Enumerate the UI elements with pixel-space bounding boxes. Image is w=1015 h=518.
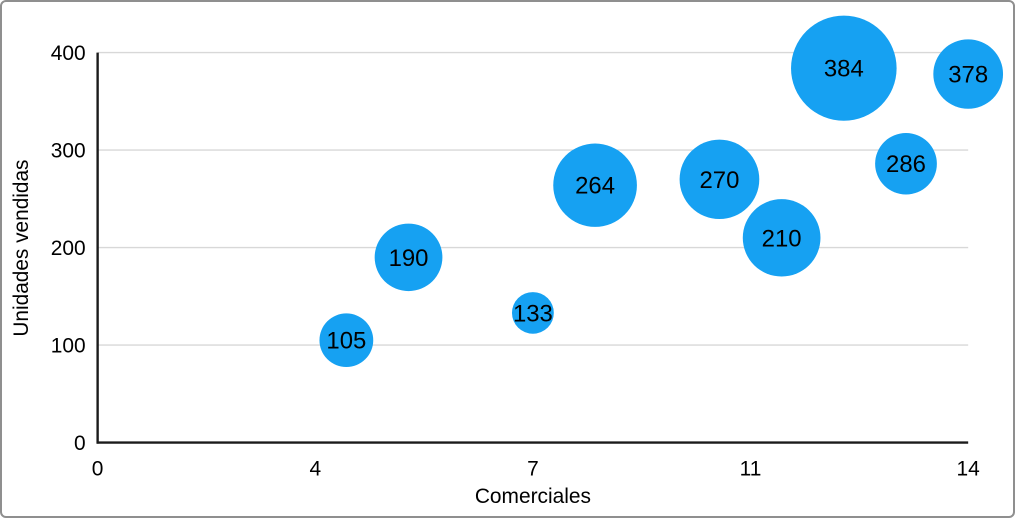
- y-axis-title: Unidades vendidas: [10, 160, 33, 337]
- x-tick-label-7: 7: [527, 457, 539, 480]
- bubble-286[interactable]: [875, 132, 937, 195]
- bubble-105[interactable]: [319, 313, 374, 367]
- bubble-value-label: 105: [326, 328, 366, 355]
- y-tick-label-400: 400: [51, 42, 86, 65]
- y-tick-label-0: 0: [74, 432, 86, 455]
- x-tick-label-4: 4: [309, 457, 321, 480]
- bubble-value-label: 210: [762, 225, 802, 252]
- x-tick-label-0: 0: [92, 457, 104, 480]
- bubble-value-label: 133: [513, 300, 553, 327]
- y-tick-label-200: 200: [51, 237, 86, 260]
- x-axis-title: Comerciales: [475, 485, 591, 508]
- bubble-378[interactable]: [933, 39, 1004, 109]
- bubble-190[interactable]: [374, 223, 443, 292]
- y-tick-label-100: 100: [51, 335, 86, 358]
- bubble-133[interactable]: [511, 292, 554, 334]
- bubble-value-label: 286: [886, 151, 926, 178]
- bubble-value-label: 384: [824, 56, 864, 83]
- bubble-value-label: 378: [948, 62, 988, 89]
- x-tick-label-11: 11: [740, 457, 762, 480]
- bubble-270[interactable]: [679, 139, 760, 220]
- bubble-384[interactable]: [791, 15, 897, 121]
- bubble-value-label: 270: [700, 167, 740, 194]
- bubble-210[interactable]: [742, 199, 821, 277]
- y-tick-label-300: 300: [51, 140, 86, 163]
- x-tick-label-14: 14: [957, 457, 980, 480]
- bubble-264[interactable]: [553, 143, 637, 227]
- bubble-value-label: 190: [389, 245, 429, 272]
- bubble-value-label: 264: [575, 173, 615, 200]
